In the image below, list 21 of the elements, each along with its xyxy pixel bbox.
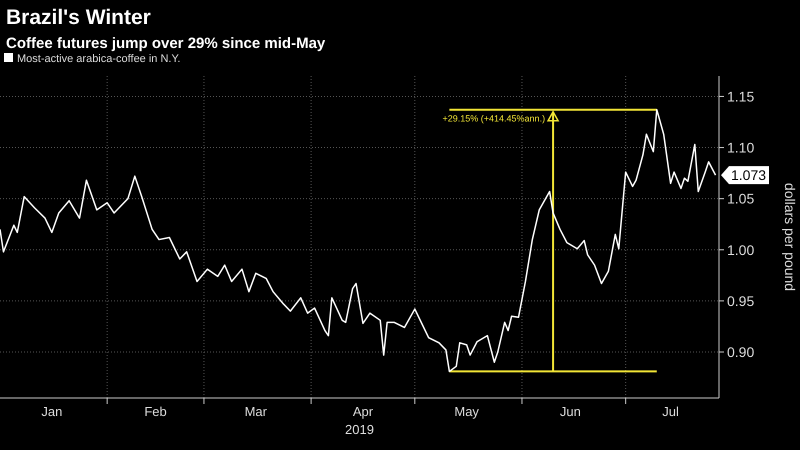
x-tick-label: Jan xyxy=(41,404,62,419)
data-label: 1.073 xyxy=(731,167,766,184)
y-tick-label: 1.10 xyxy=(727,140,754,156)
legend-label: Most-active arabica-coffee in N.Y. xyxy=(17,53,180,65)
y-tick-label: 0.95 xyxy=(727,292,754,309)
x-tick-label: Jun xyxy=(560,404,581,419)
y-tick-label: 1.05 xyxy=(727,190,754,207)
x-tick-label: May xyxy=(454,404,480,419)
y-tick-label: 1.00 xyxy=(727,242,754,258)
x-axis-title: 2019 xyxy=(345,422,374,437)
x-tick-label: Mar xyxy=(244,404,268,419)
line-series xyxy=(0,108,716,372)
x-tick-label: Feb xyxy=(144,404,167,419)
annotation: +29.15% (+414.45%ann.) xyxy=(442,114,546,124)
chart-subtitle: Coffee futures jump over 29% since mid-May xyxy=(6,35,326,52)
y-tick-label: 0.90 xyxy=(727,344,754,360)
chart-title: Brazil's Winter xyxy=(6,6,151,29)
x-tick-label: Apr xyxy=(352,404,374,419)
y-tick-label: 1.15 xyxy=(727,88,754,104)
y-axis-title: dollars per pound xyxy=(782,182,798,292)
x-tick-label: Jul xyxy=(662,404,680,419)
